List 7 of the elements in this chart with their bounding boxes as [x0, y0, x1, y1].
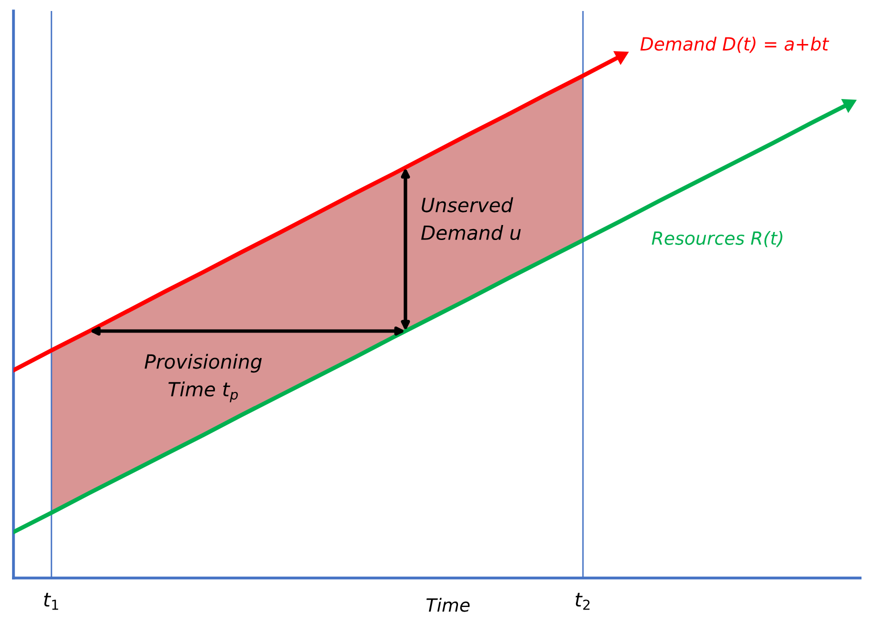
annotation: Unserved Demand u — [421, 197, 521, 240]
x-tick-label: t$_{2}$ — [576, 592, 590, 610]
x-axis-title: Time — [426, 598, 470, 612]
annotation: Provisioning Time t$_{p}$ — [144, 354, 262, 402]
series-label: Demand D(t) = a+bt — [640, 36, 830, 53]
series-label: Resources R(t) — [652, 230, 782, 248]
x-tick-label: t$_{1}$ — [44, 592, 58, 610]
